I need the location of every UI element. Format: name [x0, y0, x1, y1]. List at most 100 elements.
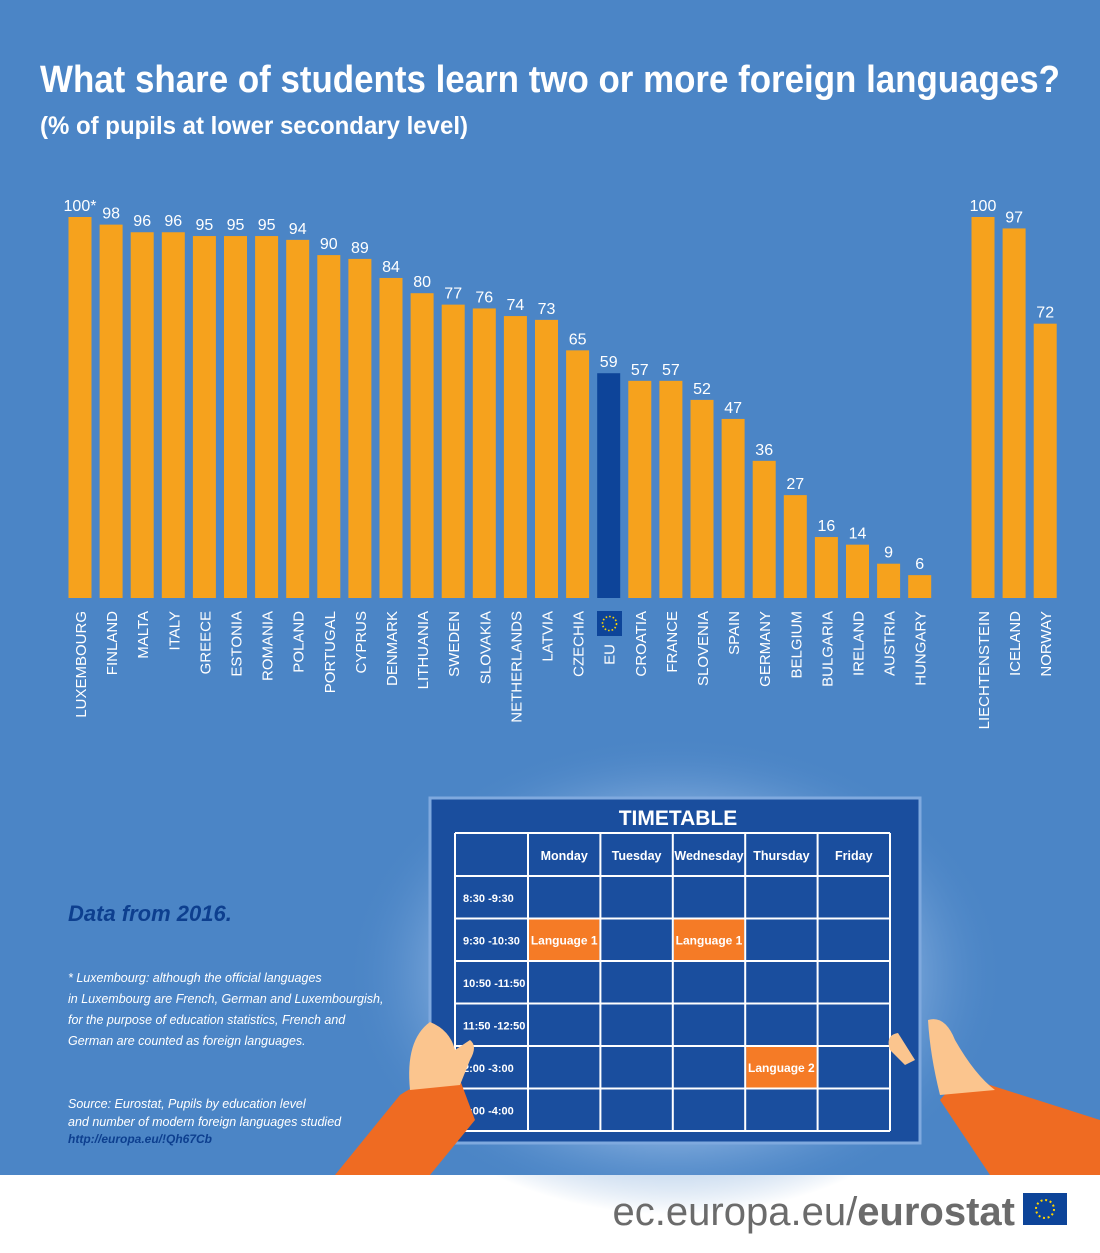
value-label: 96 — [133, 213, 151, 230]
bar — [286, 239, 310, 599]
bar — [317, 255, 341, 598]
category-label: ESTONIA — [229, 611, 246, 677]
bar — [628, 380, 652, 598]
category-label: ITALY — [166, 611, 183, 650]
value-label: 47 — [724, 400, 742, 417]
value-label: 100* — [64, 198, 97, 215]
bar — [348, 258, 372, 598]
bar — [379, 277, 403, 598]
category-label: SLOVAKIA — [477, 611, 494, 684]
bar — [814, 537, 838, 598]
category-label: LUXEMBOURG — [73, 611, 90, 718]
category-label: SWEDEN — [446, 611, 463, 677]
value-label: 90 — [320, 236, 338, 253]
category-label: ROMANIA — [260, 611, 277, 681]
value-label: 95 — [227, 217, 245, 234]
category-label: POLAND — [291, 611, 308, 673]
day-label: Thursday — [753, 849, 809, 863]
bar — [971, 217, 995, 598]
bar — [99, 224, 123, 598]
lesson-cell — [673, 919, 745, 960]
category-label: LIECHTENSTEIN — [976, 611, 993, 729]
source-url: http://europa.eu/!Qh67Cb — [68, 1132, 212, 1146]
time-label: 9:30 -10:30 — [463, 936, 520, 948]
eu-flag — [1023, 1193, 1067, 1225]
bar — [690, 399, 714, 598]
bar — [224, 236, 247, 599]
value-label: 65 — [569, 331, 587, 348]
chart-subtitle: (% of pupils at lower secondary level) — [40, 112, 468, 140]
category-label: PORTUGAL — [322, 611, 339, 693]
time-label: 11:50 -12:50 — [463, 1021, 525, 1033]
category-label: CYPRUS — [353, 611, 370, 674]
value-label: 14 — [849, 526, 867, 543]
day-label: Friday — [835, 849, 873, 863]
value-label: 84 — [382, 259, 400, 276]
value-label: 97 — [1005, 209, 1023, 226]
bar — [535, 319, 558, 598]
bar — [441, 304, 465, 598]
value-label: 27 — [786, 476, 804, 493]
lesson-label: Language 2 — [748, 1061, 815, 1075]
value-label: 95 — [196, 217, 214, 234]
category-label: DENMARK — [384, 611, 401, 686]
category-label: SPAIN — [726, 611, 743, 655]
bar — [255, 236, 279, 599]
value-label: 6 — [915, 556, 924, 573]
bar — [1002, 228, 1026, 598]
bar — [659, 380, 683, 598]
value-label: 73 — [538, 301, 556, 318]
value-label: 89 — [351, 240, 369, 257]
timetable-board — [428, 796, 922, 1145]
bar — [783, 495, 807, 598]
bar — [846, 544, 869, 598]
time-label: 10:50 -11:50 — [463, 978, 525, 990]
value-label: 100 — [970, 198, 997, 215]
bar — [161, 232, 185, 599]
category-label: NETHERLANDS — [508, 611, 525, 723]
day-label: Tuesday — [612, 849, 662, 863]
bar-chart: 100*LUXEMBOURG98FINLAND96MALTA96ITALY95G… — [64, 198, 1057, 729]
category-label: GERMANY — [757, 611, 774, 687]
value-label: 96 — [164, 213, 182, 230]
time-label: 8:30 -9:30 — [463, 893, 514, 905]
bar — [192, 236, 216, 599]
left-hand — [409, 1022, 474, 1090]
category-label: FRANCE — [664, 611, 681, 673]
category-label: EU — [602, 644, 619, 665]
value-label: 36 — [755, 442, 773, 459]
value-label: 80 — [413, 274, 431, 291]
right-thumb — [888, 1033, 915, 1065]
footer-brand: eurostat — [857, 1190, 1015, 1234]
value-label: 76 — [475, 289, 493, 306]
notes: * Luxembourg: although the official lang… — [68, 971, 383, 1129]
value-label: 74 — [507, 297, 525, 314]
category-label: CROATIA — [633, 611, 650, 677]
category-label: HUNGARY — [913, 611, 930, 686]
category-label: MALTA — [135, 611, 152, 659]
footer-text: ec.europa.eu/eurostat — [613, 1190, 1015, 1234]
bar — [503, 316, 527, 598]
bar — [597, 373, 621, 598]
value-label: 94 — [289, 221, 307, 238]
value-label: 57 — [662, 362, 680, 379]
value-label: 59 — [600, 354, 618, 371]
timetable: TIMETABLE Monday Tuesday Wednesday Thursday F… — [454, 807, 891, 1132]
category-label: NORWAY — [1038, 611, 1055, 677]
bar — [410, 293, 434, 598]
bar — [566, 350, 590, 598]
category-label: BULGARIA — [819, 611, 836, 687]
category-label: FINLAND — [104, 611, 121, 675]
category-label: AUSTRIA — [882, 611, 899, 676]
category-label: CZECHIA — [571, 611, 588, 677]
category-label: GREECE — [197, 611, 214, 674]
category-label: LITHUANIA — [415, 611, 432, 689]
bar — [472, 308, 496, 598]
time-label: 3:00 -4:00 — [463, 1106, 514, 1118]
data-year: Data from 2016. — [68, 901, 232, 926]
eu-flag-stars — [1035, 1199, 1055, 1219]
chart-title: What share of students learn two or more… — [40, 59, 1060, 101]
time-label: 2:00 -3:00 — [463, 1063, 514, 1075]
value-label: 95 — [258, 217, 276, 234]
